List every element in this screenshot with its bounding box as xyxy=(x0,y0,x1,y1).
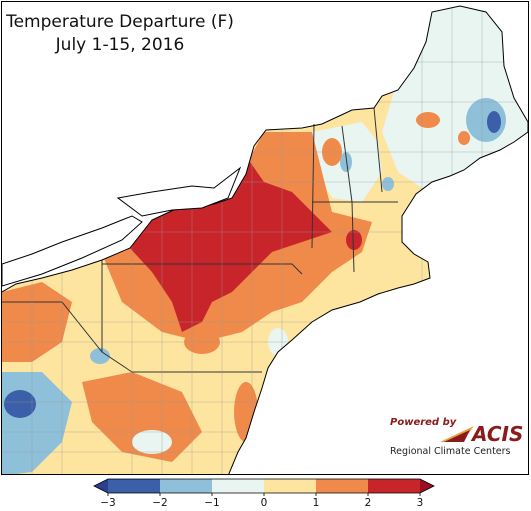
colorbar-under-arrow xyxy=(94,479,108,493)
warm-spot-maine-2 xyxy=(458,131,470,145)
acis-logo: Powered by ACIS Regional Climate Centers xyxy=(386,416,526,458)
colorbar-tick-label: −2 xyxy=(152,497,168,509)
colorbar-bin xyxy=(316,479,368,493)
cool-spot-nh xyxy=(382,177,394,191)
map-title: Temperature Departure (F) xyxy=(6,12,234,32)
hot-spot-ct xyxy=(346,230,362,250)
map-subtitle: July 1-15, 2016 xyxy=(55,35,185,55)
temperature-departure-map xyxy=(2,5,528,474)
coldest-spot-maine xyxy=(487,111,501,133)
logo-brand: ACIS xyxy=(472,422,524,446)
colorbar-bin xyxy=(160,479,212,493)
logo-subtitle: Regional Climate Centers xyxy=(390,446,511,457)
cool-spot-wv xyxy=(132,430,172,454)
colorbar xyxy=(93,478,435,496)
map-frame: Temperature Departure (F) July 1-15, 201… xyxy=(1,1,529,475)
colorbar-tick-marks xyxy=(107,493,421,496)
colorbar-bin xyxy=(212,479,264,493)
colorbar-bins xyxy=(108,479,420,493)
coastline xyxy=(2,5,528,474)
colorbar-over-arrow xyxy=(420,479,434,493)
acis-swoosh-icon xyxy=(440,426,474,442)
logo-powered-by: Powered by xyxy=(390,417,457,428)
colorbar-outline xyxy=(93,478,435,494)
colorbar-tick-label: 0 xyxy=(260,497,268,509)
hot-region-ny xyxy=(128,152,332,332)
cool-region-maine xyxy=(382,6,528,188)
colorbar-tick-label: 3 xyxy=(416,497,424,509)
cool-spot-md xyxy=(90,348,110,364)
cool-spot-vt xyxy=(340,152,352,172)
colorbar-tick-label: −3 xyxy=(100,497,116,509)
lake-ontario xyxy=(116,166,242,217)
colorbar-tick-label: 1 xyxy=(312,497,320,509)
coldest-spot-sw xyxy=(4,390,36,418)
colorbar-tick-label: −1 xyxy=(204,497,220,509)
colorbar-bin xyxy=(264,479,316,493)
lake-erie xyxy=(2,215,143,287)
colorbar-bin xyxy=(108,479,160,493)
colorbar-bin xyxy=(368,479,420,493)
colorbar-tick-label: 2 xyxy=(364,497,372,509)
warm-spot-maine xyxy=(416,112,440,128)
warm-region-south xyxy=(82,372,202,462)
